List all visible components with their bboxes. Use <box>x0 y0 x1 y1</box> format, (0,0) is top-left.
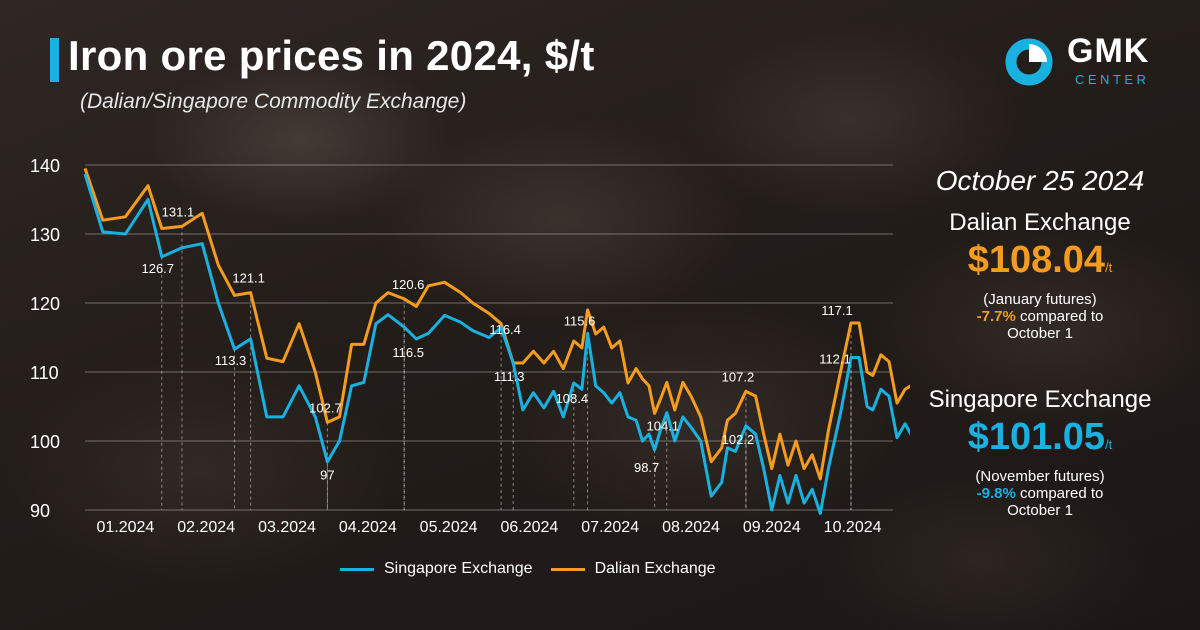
gmk-logo: GMK CENTER <box>1005 30 1175 90</box>
legend-item-singapore: Singapore Exchange <box>340 560 533 578</box>
dalian-exchange-name: Dalian Exchange <box>949 209 1131 236</box>
x-axis: 01.2024 02.2024 03.2024 04.2024 05.2024 06.20… <box>96 519 881 536</box>
data-label: 117.1 <box>821 303 853 318</box>
dalian-price: $108.04/t <box>900 237 1180 291</box>
dalian-since: October 1 <box>1007 325 1073 342</box>
singapore-note: (November futures) -9.8% compared to Oct… <box>900 468 1180 519</box>
singapore-price: $101.05/t <box>900 414 1180 468</box>
y-tick-label: 110 <box>30 363 59 383</box>
legend-swatch-dalian <box>550 567 585 571</box>
data-label: 102.7 <box>309 400 342 415</box>
data-labels: 131.1 126.7 121.1 113.3 102.7 97 120.6 116.5 116… <box>141 204 852 482</box>
legend-swatch-singapore <box>340 567 374 571</box>
y-tick-label: 130 <box>30 225 60 245</box>
singapore-since: October 1 <box>1007 502 1073 519</box>
legend-label-dalian: Dalian Exchange <box>594 560 716 577</box>
chart-legend: Singapore Exchange Dalian Exchange <box>340 558 716 580</box>
data-label: 116.5 <box>392 345 424 360</box>
data-label: 102.2 <box>722 432 755 447</box>
x-tick-label: 10.2024 <box>824 519 882 536</box>
data-label: 131.1 <box>162 204 195 219</box>
chart-grid <box>85 164 893 511</box>
y-axis: 90 100 110 120 130 140 <box>30 156 60 521</box>
x-tick-label: 04.2024 <box>339 519 397 536</box>
x-tick-label: 03.2024 <box>258 519 316 536</box>
data-label: 113.3 <box>215 353 247 368</box>
data-label: 116.4 <box>489 322 521 337</box>
x-tick-label: 08.2024 <box>662 519 720 536</box>
x-tick-label: 02.2024 <box>177 519 235 536</box>
dalian-price-unit: /t <box>1105 260 1113 275</box>
data-label: 120.6 <box>392 277 425 292</box>
dalian-compare: compared to <box>1019 308 1104 325</box>
singapore-futures: (November futures) <box>975 468 1105 485</box>
series-line-dalian-exchange <box>83 167 910 481</box>
chart-subtitle: (Dalian/Singapore Commodity Exchange) <box>80 90 467 113</box>
dalian-change: -7.7% <box>976 308 1016 325</box>
data-label: 111.3 <box>494 369 525 384</box>
chart-series <box>83 167 910 515</box>
line-chart: 01.2024 02.2024 03.2024 04.2024 05.2024 06.20… <box>30 156 910 536</box>
x-tick-label: 06.2024 <box>500 519 558 536</box>
data-label: 107.2 <box>722 369 755 384</box>
x-tick-label: 01.2024 <box>96 519 154 536</box>
data-label: 104.1 <box>646 419 679 434</box>
singapore-change: -9.8% <box>976 485 1016 502</box>
x-tick-label: 05.2024 <box>420 519 478 536</box>
data-label: 97 <box>320 468 334 483</box>
data-label: 108.4 <box>556 391 589 406</box>
legend-item-dalian: Dalian Exchange <box>550 560 716 578</box>
dalian-note: (January futures) -7.7% compared to Octo… <box>900 291 1180 342</box>
x-tick-label: 09.2024 <box>743 519 801 536</box>
chart-title: Iron ore prices in 2024, $/t <box>68 32 595 79</box>
singapore-exchange-name: Singapore Exchange <box>928 386 1152 413</box>
data-label: 98.7 <box>634 460 659 475</box>
dalian-futures: (January futures) <box>983 291 1097 308</box>
logo-name: GMK <box>1067 32 1150 70</box>
data-label: 126.7 <box>141 261 174 276</box>
data-label: 112.1 <box>819 352 851 367</box>
singapore-compare: compared to <box>1019 485 1104 502</box>
dalian-price-value: $108.04 <box>967 239 1106 281</box>
series-line-singapore-exchange <box>83 173 910 515</box>
singapore-price-value: $101.05 <box>967 416 1106 458</box>
legend-label-singapore: Singapore Exchange <box>384 560 533 577</box>
summary-date: October 25 2024 <box>935 165 1145 196</box>
y-tick-label: 90 <box>30 501 50 521</box>
y-tick-label: 140 <box>30 156 60 176</box>
singapore-price-unit: /t <box>1105 437 1113 452</box>
logo-sub: CENTER <box>1075 72 1150 87</box>
data-label: 121.1 <box>232 271 265 286</box>
y-tick-label: 120 <box>30 294 60 314</box>
gmk-logo-icon <box>1005 38 1053 86</box>
title-accent-bar <box>50 38 59 82</box>
y-tick-label: 100 <box>30 432 60 452</box>
data-label: 115.6 <box>564 313 596 328</box>
summary-panel: October 25 2024 Dalian Exchange $108.04/… <box>900 165 1180 519</box>
x-tick-label: 07.2024 <box>581 519 639 536</box>
